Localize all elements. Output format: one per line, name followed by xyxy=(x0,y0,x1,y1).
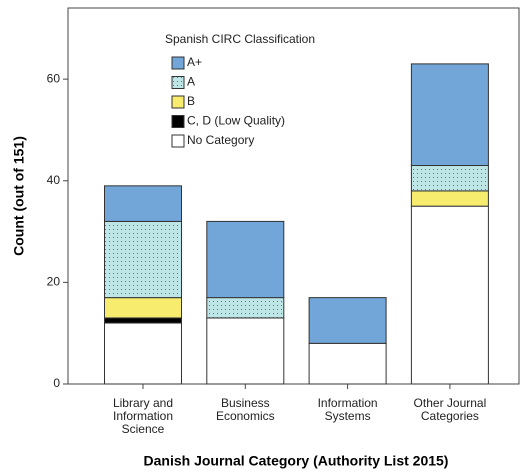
bar-segment xyxy=(308,342,387,385)
legend-swatch xyxy=(171,56,185,70)
x-tick-label: Business Economics xyxy=(216,396,275,423)
x-tick-label: Information Systems xyxy=(318,396,378,423)
legend-swatch xyxy=(171,95,185,109)
legend-label: B xyxy=(187,94,195,108)
legend-swatch xyxy=(171,115,185,128)
bar-segment xyxy=(410,205,489,385)
legend-swatch xyxy=(171,76,185,89)
bar-segment xyxy=(104,220,182,299)
bar-segment xyxy=(410,63,489,167)
y-tick-label: 40 xyxy=(47,173,61,187)
bar-segment xyxy=(410,165,489,192)
legend-label: A+ xyxy=(187,55,202,69)
x-tick-label: Library and Information Science xyxy=(113,396,173,436)
bar-segment xyxy=(104,185,182,222)
y-axis-title: Count (out of 151) xyxy=(11,136,27,256)
legend-label: A xyxy=(187,75,195,89)
bar-segment xyxy=(308,297,387,344)
bar-segment xyxy=(104,297,182,319)
legend-label: No Category xyxy=(187,133,254,147)
legend-swatch xyxy=(171,134,185,148)
legend-label: C, D (Low Quality) xyxy=(187,114,285,128)
bar-segment xyxy=(104,317,182,324)
legend-title: Spanish CIRC Classification xyxy=(165,32,315,46)
x-axis-title: Danish Journal Category (Authority List … xyxy=(144,453,449,469)
y-tick-label: 60 xyxy=(47,71,61,85)
y-tick-label: 20 xyxy=(47,275,61,289)
bar-segment xyxy=(410,190,489,207)
bar-segment xyxy=(206,317,285,385)
bar-segment xyxy=(206,297,285,319)
bar-segment xyxy=(104,322,182,385)
bar-segment xyxy=(206,220,285,299)
y-tick-label: 0 xyxy=(53,376,60,390)
x-tick-label: Other Journal Categories xyxy=(414,396,487,423)
